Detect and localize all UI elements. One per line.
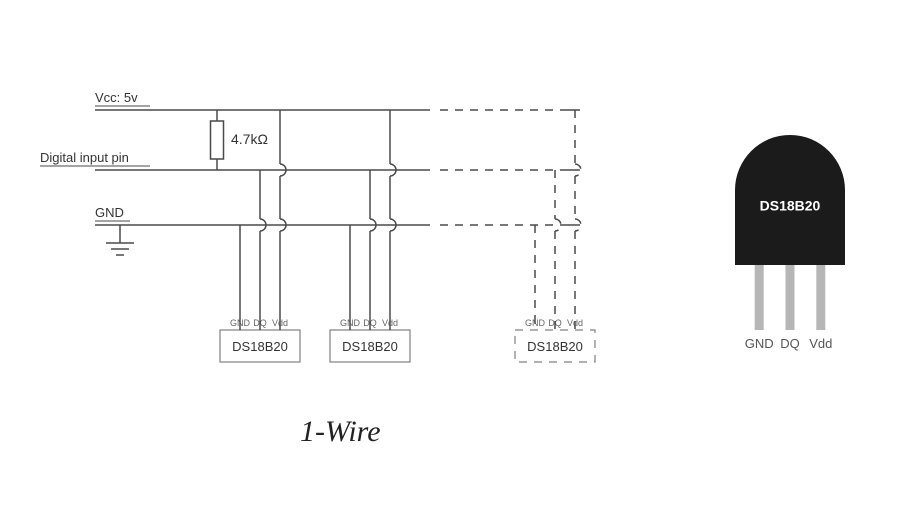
diagram-stage: Vcc: 5v Digital input pin GND 4.7kΩ DS18B20 G…: [0, 0, 900, 506]
gnd-label: GND: [95, 205, 124, 220]
sensor-name: DS18B20: [232, 339, 288, 354]
sensor-name: DS18B20: [342, 339, 398, 354]
schematic-svg: Vcc: 5v Digital input pin GND 4.7kΩ DS18B20 G…: [0, 0, 900, 506]
component-package: [735, 135, 845, 330]
diagram-title: 1-Wire: [300, 415, 381, 449]
resistor-value: 4.7kΩ: [231, 131, 268, 147]
package-pin-label: Vdd: [809, 336, 832, 351]
package-pin-label: GND: [745, 336, 774, 351]
package-pin-label: DQ: [780, 336, 800, 351]
package-name: DS18B20: [760, 197, 821, 213]
vcc-label: Vcc: 5v: [95, 90, 138, 105]
dq-label: Digital input pin: [40, 150, 129, 165]
sensor-name: DS18B20: [527, 339, 583, 354]
